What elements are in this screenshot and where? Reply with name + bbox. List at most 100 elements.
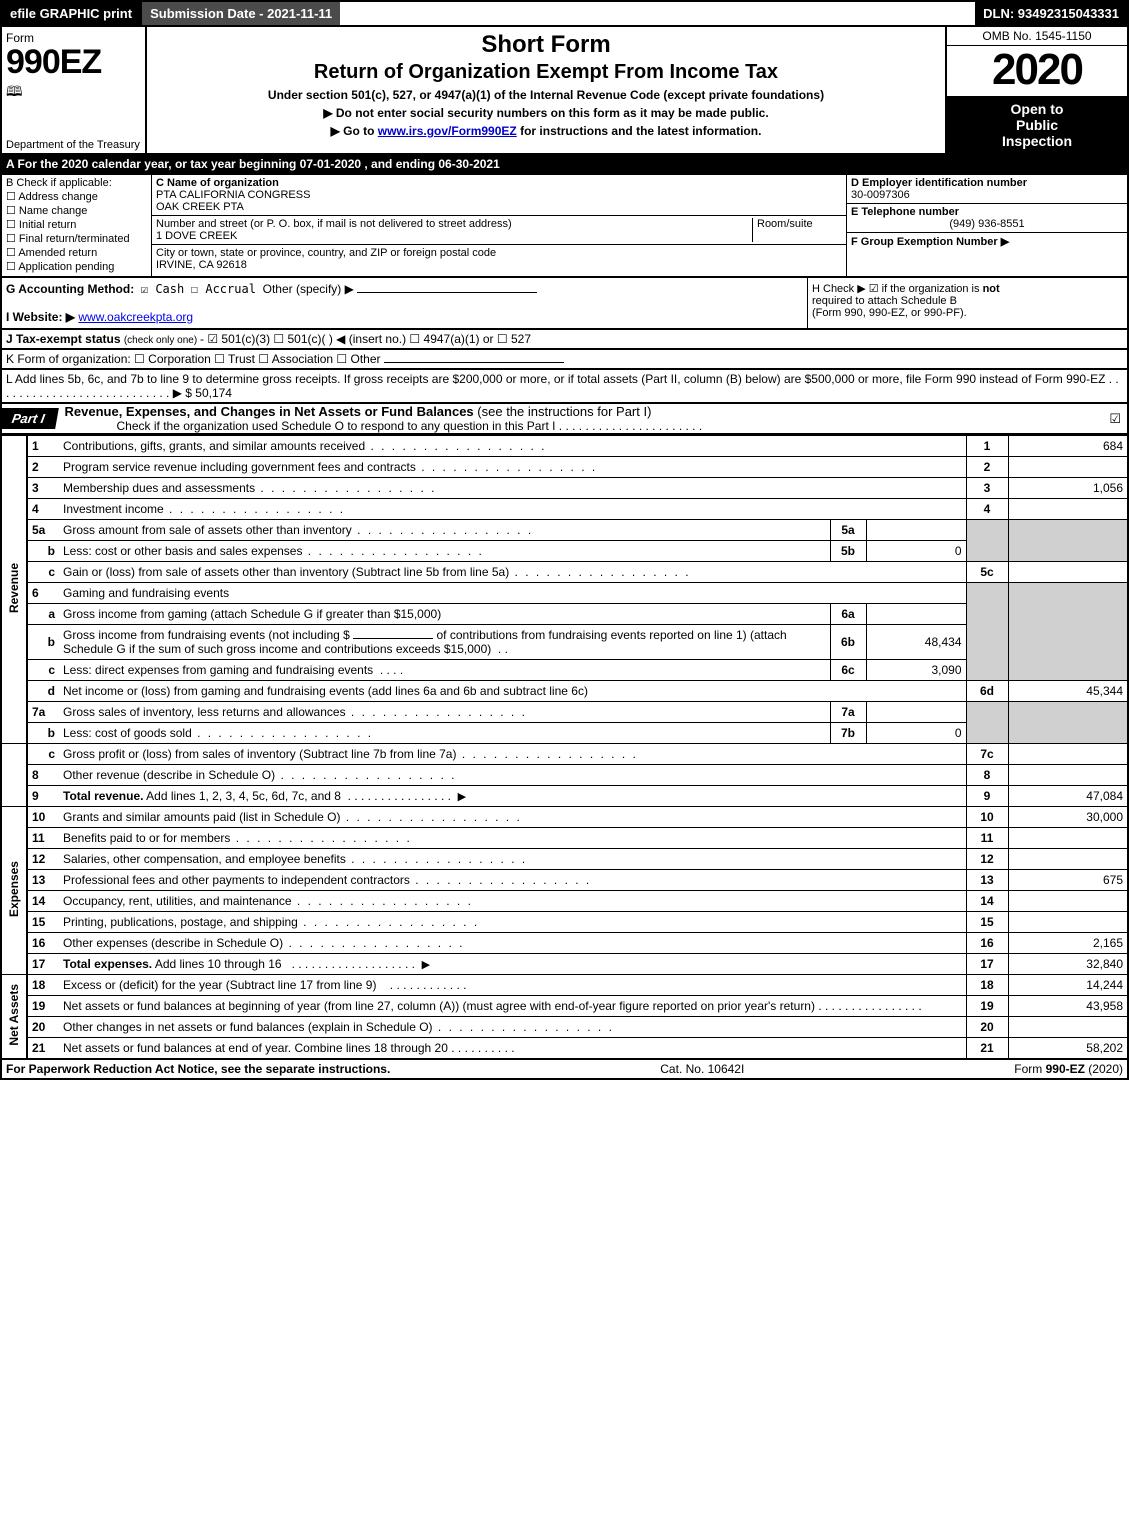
top-bar: efile GRAPHIC print Submission Date - 20…: [0, 0, 1129, 27]
chk-application-pending[interactable]: ☐ Application pending: [6, 260, 147, 273]
other-specify-input[interactable]: [357, 292, 537, 293]
ln6c-num: c: [27, 660, 59, 681]
ln6d-num: d: [27, 681, 59, 702]
omb-number: OMB No. 1545-1150: [947, 27, 1127, 46]
k-text[interactable]: K Form of organization: ☐ Corporation ☐ …: [6, 352, 381, 366]
line-6-row: 6 Gaming and fundraising events: [1, 583, 1128, 604]
ln6abc-box-shade: [966, 583, 1008, 681]
block-bcdef: B Check if applicable: ☐ Address change …: [0, 175, 1129, 278]
top-bar-spacer: [340, 2, 975, 25]
ln15-box: 15: [966, 912, 1008, 933]
ein-value: 30-0097306: [851, 189, 910, 201]
line-7a-row: 7a Gross sales of inventory, less return…: [1, 702, 1128, 723]
title-main: Short Form: [153, 31, 939, 59]
ln6a-num: a: [27, 604, 59, 625]
ln17-box: 17: [966, 954, 1008, 975]
line-15-row: 15 Printing, publications, postage, and …: [1, 912, 1128, 933]
form-reference: Form 990-EZ (2020): [1014, 1062, 1123, 1076]
ln8-num: 8: [27, 765, 59, 786]
ln2-amt: [1008, 457, 1128, 478]
ln7a-num: 7a: [27, 702, 59, 723]
side-label-netassets: Net Assets: [1, 975, 27, 1060]
chk-cash[interactable]: ☑ Cash: [141, 282, 184, 296]
chk-name-change[interactable]: ☐ Name change: [6, 204, 147, 217]
line-17-row: 17 Total expenses. Add lines 10 through …: [1, 954, 1128, 975]
arrow-icon: [422, 957, 430, 971]
j-options[interactable]: - ☑ 501(c)(3) ☐ 501(c)( ) ◀ (insert no.)…: [200, 332, 531, 346]
line-10-row: Expenses 10 Grants and similar amounts p…: [1, 807, 1128, 828]
ln10-desc: Grants and similar amounts paid (list in…: [59, 807, 966, 828]
ln5b-num: b: [27, 541, 59, 562]
room-suite-label: Room/suite: [757, 218, 813, 230]
ln6b-num: b: [27, 625, 59, 660]
ln21-box: 21: [966, 1038, 1008, 1060]
section-note: Under section 501(c), 527, or 4947(a)(1)…: [153, 88, 939, 102]
org-name-row: C Name of organization PTA CALIFORNIA CO…: [152, 175, 846, 216]
group-exemption-row: F Group Exemption Number ▶: [847, 233, 1127, 276]
ln11-desc: Benefits paid to or for members: [59, 828, 966, 849]
section-def: D Employer identification number 30-0097…: [847, 175, 1127, 276]
ln9-num: 9: [27, 786, 59, 807]
ln6c-minibox: 6c: [830, 660, 866, 681]
k-other-input[interactable]: [384, 362, 564, 363]
ln6d-amt: 45,344: [1008, 681, 1128, 702]
chk-final-return[interactable]: ☐ Final return/terminated: [6, 232, 147, 245]
website-link[interactable]: www.oakcreekpta.org: [78, 310, 193, 324]
ln6a-miniamt: [866, 604, 966, 625]
ln6d-desc: Net income or (loss) from gaming and fun…: [59, 681, 966, 702]
ln6b-blank-input[interactable]: [353, 638, 433, 639]
line-6d-row: d Net income or (loss) from gaming and f…: [1, 681, 1128, 702]
ln21-num: 21: [27, 1038, 59, 1060]
ln5b-minibox: 5b: [830, 541, 866, 562]
ln6a-minibox: 6a: [830, 604, 866, 625]
section-h: H Check ▶ ☑ if the organization is not r…: [807, 278, 1127, 328]
ln14-amt: [1008, 891, 1128, 912]
ln15-num: 15: [27, 912, 59, 933]
line-18-row: Net Assets 18 Excess or (deficit) for th…: [1, 975, 1128, 996]
form-id-block: Form 990EZ 🕮 Department of the Treasury: [2, 27, 147, 153]
chk-accrual[interactable]: ☐ Accrual: [191, 282, 256, 296]
ln18-desc: Excess or (deficit) for the year (Subtra…: [59, 975, 966, 996]
header-right-block: OMB No. 1545-1150 2020 Open to Public In…: [947, 27, 1127, 153]
line-6c-row: c Less: direct expenses from gaming and …: [1, 660, 1128, 681]
telephone-row: E Telephone number (949) 936-8551: [847, 204, 1127, 233]
section-g-i: G Accounting Method: ☑ Cash ☐ Accrual Ot…: [2, 278, 807, 328]
chk-other-specify[interactable]: Other (specify) ▶: [263, 282, 354, 296]
ln7a-minibox: 7a: [830, 702, 866, 723]
ln13-box: 13: [966, 870, 1008, 891]
line-11-row: 11 Benefits paid to or for members 11: [1, 828, 1128, 849]
ln2-desc: Program service revenue including govern…: [59, 457, 966, 478]
org-city-label: City or town, state or province, country…: [156, 247, 842, 259]
irs-link[interactable]: www.irs.gov/Form990EZ: [378, 124, 517, 138]
ln5c-amt: [1008, 562, 1128, 583]
line-4-row: 4 Investment income 4: [1, 499, 1128, 520]
ln6c-desc: Less: direct expenses from gaming and fu…: [59, 660, 830, 681]
org-city-row: City or town, state or province, country…: [152, 245, 846, 273]
line-9-row: 9 Total revenue. Add lines 1, 2, 3, 4, 5…: [1, 786, 1128, 807]
chk-amended-return[interactable]: ☐ Amended return: [6, 246, 147, 259]
part-i-check[interactable]: ☑: [1109, 411, 1127, 427]
group-exemption-label: F Group Exemption Number ▶: [851, 236, 1009, 248]
line-5a-row: 5a Gross amount from sale of assets othe…: [1, 520, 1128, 541]
ln5ab-amt-shade: [1008, 520, 1128, 562]
g-label: G Accounting Method:: [6, 282, 134, 296]
ln18-box: 18: [966, 975, 1008, 996]
chk-initial-return[interactable]: ☐ Initial return: [6, 218, 147, 231]
j-label: J Tax-exempt status: [6, 332, 124, 346]
ln5ab-box-shade: [966, 520, 1008, 562]
ln14-num: 14: [27, 891, 59, 912]
ln4-desc: Investment income: [59, 499, 966, 520]
submission-date-button[interactable]: Submission Date - 2021-11-11: [140, 2, 340, 25]
org-city-value: IRVINE, CA 92618: [156, 259, 842, 271]
ln6c-miniamt: 3,090: [866, 660, 966, 681]
title-subtitle: Return of Organization Exempt From Incom…: [153, 61, 939, 84]
h-text-1: H Check ▶ ☑ if the organization is: [812, 283, 983, 295]
org-name-label: C Name of organization: [156, 177, 842, 189]
ln7c-amt: [1008, 744, 1128, 765]
efile-print-button[interactable]: efile GRAPHIC print: [2, 2, 140, 25]
chk-address-change[interactable]: ☐ Address change: [6, 190, 147, 203]
ln5b-desc: Less: cost or other basis and sales expe…: [59, 541, 830, 562]
side-label-revenue: Revenue: [1, 436, 27, 744]
ln7c-desc: Gross profit or (loss) from sales of inv…: [59, 744, 966, 765]
l-text: L Add lines 5b, 6c, and 7b to line 9 to …: [6, 372, 1119, 400]
